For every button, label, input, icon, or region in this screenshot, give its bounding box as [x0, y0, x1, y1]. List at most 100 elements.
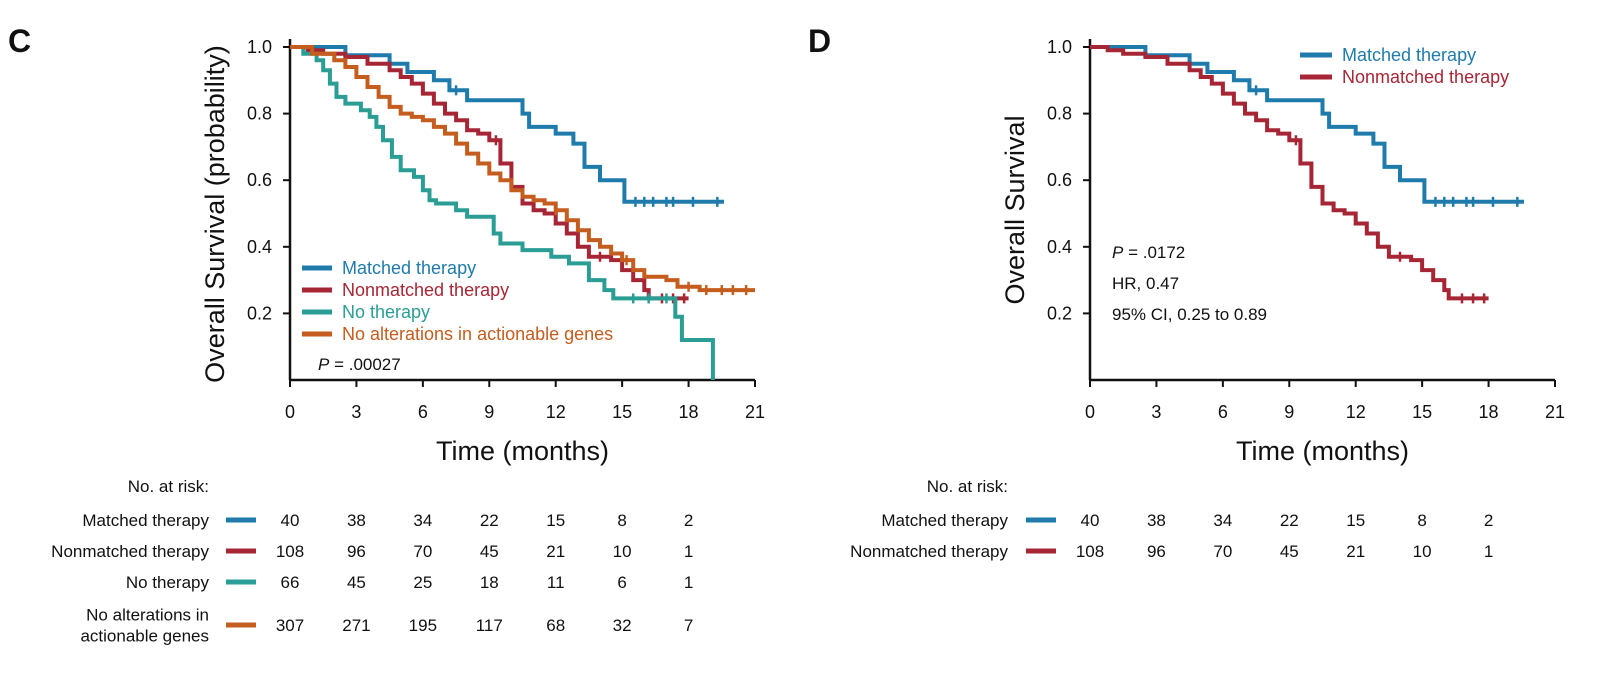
panel-d-x-tick-label: 3 [1151, 402, 1161, 422]
panel-d-legend-label-matched-therapy: Matched therapy [1342, 45, 1476, 65]
panel-d-risk-cell: 96 [1147, 542, 1166, 561]
panel-c-risk-cell: 45 [480, 542, 499, 561]
panel-d-y-tick-label: 0.6 [1047, 170, 1072, 190]
panel-c-curve-no-therapy [290, 45, 715, 380]
panel-c-risk-cell: 10 [613, 542, 632, 561]
panel-c-p-symbol: P [318, 355, 330, 374]
panel-c-risk-row-label: Matched therapy [82, 511, 209, 530]
panel-d-risk-cell: 2 [1484, 511, 1493, 530]
panel-c-legend-label-matched-therapy: Matched therapy [342, 258, 476, 278]
panel-d-risk-cell: 108 [1076, 542, 1104, 561]
panel-c-risk-cell: 70 [413, 542, 432, 561]
panel-d-letter: D [808, 23, 831, 59]
panel-c-risk-cell: 96 [347, 542, 366, 561]
panel-c-risk-cell: 11 [547, 573, 565, 592]
panel-c-p-value: P = .00027 [318, 355, 401, 374]
panel-c-risk-cell: 25 [413, 573, 432, 592]
panel-c-curve-matched-therapy [290, 45, 724, 204]
panel-d-risk-cell: 22 [1280, 511, 1299, 530]
panel-d-y-tick-label: 0.2 [1047, 303, 1072, 323]
panel-d-y-tick-label: 1.0 [1047, 37, 1072, 57]
panel-c-risk-cell: 6 [617, 573, 626, 592]
panel-c-y-tick-label: 0.4 [247, 237, 272, 257]
panel-c-risk-cell: 1 [684, 573, 693, 592]
panel-c-x-tick-label: 3 [351, 402, 361, 422]
panel-d-x-tick-label: 21 [1545, 402, 1565, 422]
panel-d-confidence-interval: 95% CI, 0.25 to 0.89 [1112, 305, 1267, 324]
panel-c-risk-cell: 40 [281, 511, 300, 530]
panel-d-y-axis-title: Overall Survival [1000, 115, 1030, 304]
panel-c-y-tick-label: 0.8 [247, 104, 272, 124]
panel-c-risk-cell: 195 [409, 616, 437, 635]
panel-d-risk-cell: 38 [1147, 511, 1166, 530]
panel-c-risk-row-label: actionable genes [80, 627, 209, 646]
panel-c-risk-cell: 45 [347, 573, 366, 592]
panel-c-x-tick-label: 18 [679, 402, 699, 422]
panel-c-risk-cell: 21 [546, 542, 565, 561]
panel-c-risk-cell: 18 [480, 573, 499, 592]
panel-d-x-tick-label: 6 [1218, 402, 1228, 422]
panel-c-risk-cell: 117 [476, 616, 503, 635]
panel-c-x-tick-label: 21 [745, 402, 765, 422]
panel-c-risk-cell: 32 [613, 616, 632, 635]
panel-d-x-tick-label: 9 [1284, 402, 1294, 422]
panel-c-y-tick-label: 0.2 [247, 303, 272, 323]
panel-c-letter: C [8, 23, 31, 59]
panel-d-y-tick-label: 0.8 [1047, 104, 1072, 124]
panel-c-risk-cell: 108 [276, 542, 304, 561]
panel-d-risk-cell: 70 [1213, 542, 1232, 561]
panel-d-risk-cell: 34 [1213, 511, 1232, 530]
panel-d-x-tick-label: 15 [1412, 402, 1432, 422]
panel-c-x-tick-label: 15 [612, 402, 632, 422]
panel-d-legend-label-nonmatched-therapy: Nonmatched therapy [1342, 67, 1509, 87]
panel-c-y-axis-title: Overall Survival (probability) [200, 45, 230, 383]
panel-d-p-value: P = .0172 [1112, 243, 1185, 262]
panel-d-p-symbol: P [1112, 243, 1124, 262]
panel-c-legend-label-nonmatched-therapy: Nonmatched therapy [342, 280, 509, 300]
panel-c-p-number: = .00027 [329, 355, 400, 374]
panel-c-risk-cell: 8 [617, 511, 626, 530]
panel-d-risk-row-label: Nonmatched therapy [850, 542, 1008, 561]
panel-c-x-tick-label: 0 [285, 402, 295, 422]
panel-c-risk-cell: 66 [281, 573, 300, 592]
panel-d-risk-cell: 8 [1417, 511, 1426, 530]
panel-c-risk-cell: 38 [347, 511, 366, 530]
panel-d-x-tick-label: 12 [1346, 402, 1366, 422]
panel-d-risk-cell: 15 [1346, 511, 1365, 530]
panel-c-risk-cell: 7 [684, 616, 693, 635]
panel-d-hazard-ratio: HR, 0.47 [1112, 274, 1179, 293]
panel-d-x-tick-label: 0 [1085, 402, 1095, 422]
panel-d-x-tick-label: 18 [1479, 402, 1499, 422]
panel-c-risk-table-header: No. at risk: [128, 477, 209, 496]
panel-c-risk-cell: 2 [684, 511, 693, 530]
panel-d-risk-row-label: Matched therapy [881, 511, 1008, 530]
panel-c-risk-cell: 34 [413, 511, 432, 530]
panel-c-y-tick-label: 0.6 [247, 170, 272, 190]
panel-d-curve-matched-therapy [1090, 45, 1524, 204]
panel-d-p-number: = .0172 [1123, 243, 1185, 262]
panel-d-risk-table-header: No. at risk: [927, 477, 1008, 496]
panel-d-risk-cell: 1 [1484, 542, 1493, 561]
panel-c-legend-label-no-alterations-in-actionable-genes: No alterations in actionable genes [342, 324, 613, 344]
panel-d-risk-cell: 40 [1081, 511, 1100, 530]
panel-c-x-tick-label: 6 [418, 402, 428, 422]
panel-c-x-tick-label: 12 [546, 402, 566, 422]
panel-c-x-tick-label: 9 [484, 402, 494, 422]
panel-c-risk-cell: 68 [546, 616, 565, 635]
panel-d-risk-cell: 21 [1346, 542, 1365, 561]
panel-c-risk-cell: 15 [546, 511, 565, 530]
panel-d-risk-cell: 10 [1413, 542, 1432, 561]
panel-c-risk-cell: 271 [342, 616, 370, 635]
panel-c-curve-no-alterations-in-actionable-genes [290, 45, 755, 293]
panel-c-risk-row-label: Nonmatched therapy [51, 542, 209, 561]
panel-c-risk-cell: 22 [480, 511, 499, 530]
panel-c-risk-row-label: No alterations in [86, 606, 209, 625]
panel-c-risk-row-label: No therapy [126, 573, 210, 592]
panel-c-risk-cell: 1 [684, 542, 693, 561]
panel-c-x-axis-title: Time (months) [436, 436, 609, 466]
panel-d-y-tick-label: 0.4 [1047, 237, 1072, 257]
panel-d-risk-cell: 45 [1280, 542, 1299, 561]
